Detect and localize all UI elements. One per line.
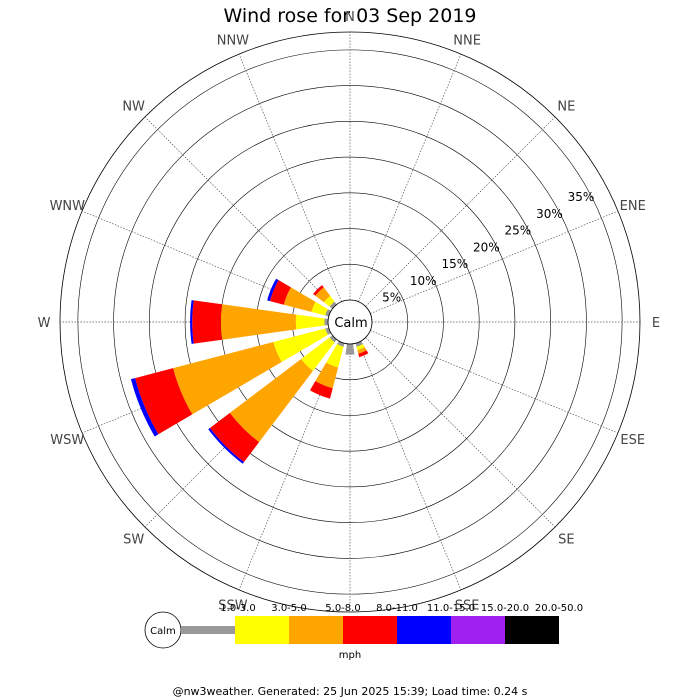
bar-sw-1.0-3.0 bbox=[329, 335, 337, 343]
legend-bin-label: 1.0-3.0 bbox=[220, 603, 255, 614]
bar-sse-3.0-5.0 bbox=[356, 344, 365, 351]
grid-circle bbox=[149, 121, 551, 523]
spoke-ne bbox=[365, 116, 556, 307]
tick-label: 10% bbox=[410, 274, 437, 288]
legend-bin-label: 11.0-15.0 bbox=[427, 603, 475, 614]
tick-label: 35% bbox=[568, 190, 595, 204]
direction-label-ne: NE bbox=[557, 100, 575, 115]
direction-label-wnw: WNW bbox=[50, 199, 86, 214]
legend-bin-5.0-8.0 bbox=[289, 616, 343, 644]
spoke-wnw bbox=[81, 210, 330, 314]
spoke-ene bbox=[370, 210, 619, 314]
bar-s-1.0-3.0 bbox=[345, 343, 355, 355]
direction-label-wsw: WSW bbox=[50, 433, 84, 448]
spoke-nnw bbox=[238, 53, 342, 302]
bar-wnw-5.0-8.0 bbox=[283, 287, 316, 312]
legend-calm-label: Calm bbox=[150, 626, 176, 637]
bar-ssw-1.0-3.0 bbox=[337, 340, 345, 347]
chart-title: Wind rose for 03 Sep 2019 bbox=[223, 5, 477, 27]
tick-label: 5% bbox=[382, 291, 401, 305]
bar-nw-3.0-5.0 bbox=[323, 295, 335, 307]
spoke-sse bbox=[358, 342, 462, 591]
direction-label-ssw: SSW bbox=[218, 599, 248, 614]
radial-tick-labels: 5% 10% 15% 20% 25% 30% 35% bbox=[382, 190, 594, 305]
legend-bin-11.0-15.0 bbox=[397, 616, 451, 644]
direction-label-nw: NW bbox=[122, 100, 145, 115]
speed-legend: Calm 1.0-3.0 3.0-5.0 5.0-8.0 8.0-11.0 11.0-15… bbox=[144, 603, 583, 661]
legend-bin-label: 5.0-8.0 bbox=[325, 603, 360, 614]
bar-wnw-3.0-5.0 bbox=[311, 301, 328, 316]
bar-wnw-11.0-15.0 bbox=[267, 278, 279, 302]
legend-bin-8.0-11.0 bbox=[343, 616, 397, 644]
bar-sw-8.0-11.0 bbox=[209, 412, 260, 463]
spoke-sw bbox=[144, 337, 335, 528]
bar-wsw-8.0-11.0 bbox=[135, 368, 193, 435]
legend-bin-20.0-50.0 bbox=[505, 616, 559, 644]
legend-unit: mph bbox=[339, 650, 361, 661]
bar-wnw-1.0-3.0 bbox=[325, 309, 332, 317]
bar-wsw-11.0-15.0 bbox=[130, 378, 159, 437]
bar-sw-5.0-8.0 bbox=[229, 359, 313, 443]
legend-bin-label: 8.0-11.0 bbox=[376, 603, 418, 614]
bar-sse-1.0-3.0 bbox=[355, 340, 363, 347]
calm-label: Calm bbox=[334, 316, 367, 331]
footer-credits: @nw3weather. Generated: 25 Jun 2025 15:3… bbox=[172, 685, 528, 698]
direction-label-se: SE bbox=[558, 532, 574, 547]
direction-label-ene: ENE bbox=[620, 199, 646, 214]
legend-bin-3.0-5.0 bbox=[235, 616, 289, 644]
legend-bin-label: 15.0-20.0 bbox=[481, 603, 529, 614]
tick-label: 30% bbox=[536, 207, 563, 221]
tick-label: 20% bbox=[473, 240, 500, 254]
grid-circle bbox=[184, 156, 516, 488]
bar-ssw-5.0-8.0 bbox=[315, 362, 339, 389]
legend-bin-label: 3.0-5.0 bbox=[271, 603, 306, 614]
bar-wsw-1.0-3.0 bbox=[325, 327, 332, 335]
spoke-nne bbox=[358, 53, 462, 302]
tick-label: 15% bbox=[441, 257, 468, 271]
bar-nw-8.0-11.0 bbox=[313, 285, 324, 296]
direction-label-w: W bbox=[38, 316, 51, 331]
bar-w-5.0-8.0 bbox=[220, 304, 297, 340]
spoke-wsw bbox=[81, 330, 330, 434]
direction-label-ese: ESE bbox=[620, 433, 645, 448]
spoke-nw bbox=[144, 116, 335, 307]
direction-label-sse: SSE bbox=[455, 599, 480, 614]
spoke-ssw bbox=[238, 342, 342, 591]
direction-label-n: N bbox=[345, 10, 355, 25]
bar-wsw-3.0-5.0 bbox=[273, 328, 328, 363]
spoke-ese bbox=[370, 330, 619, 434]
bar-nw-5.0-8.0 bbox=[315, 287, 331, 303]
direction-spokes bbox=[60, 32, 640, 612]
bar-wsw-5.0-8.0 bbox=[173, 341, 282, 415]
bar-sse-5.0-8.0 bbox=[357, 347, 367, 354]
bar-w-11.0-15.0 bbox=[190, 300, 194, 344]
wind-bars bbox=[130, 278, 369, 464]
tick-label: 25% bbox=[505, 224, 532, 238]
bar-ssw-3.0-5.0 bbox=[326, 344, 344, 368]
direction-label-nnw: NNW bbox=[217, 33, 249, 48]
direction-label-sw: SW bbox=[123, 532, 144, 547]
bar-ssw-8.0-11.0 bbox=[309, 381, 333, 399]
bar-sw-3.0-5.0 bbox=[301, 337, 335, 371]
legend-bin-label: 20.0-50.0 bbox=[535, 603, 583, 614]
bar-wnw-8.0-11.0 bbox=[269, 280, 291, 305]
spoke-se bbox=[365, 337, 556, 528]
bar-w-8.0-11.0 bbox=[192, 300, 223, 344]
bar-nw-1.0-3.0 bbox=[329, 301, 337, 309]
bar-w-3.0-5.0 bbox=[295, 314, 325, 330]
bar-sw-11.0-15.0 bbox=[208, 428, 244, 464]
bar-sse-8.0-11.0 bbox=[358, 350, 369, 358]
direction-label-e: E bbox=[652, 316, 660, 331]
bar-w-1.0-3.0 bbox=[324, 318, 329, 326]
calm-circle: Calm bbox=[327, 299, 373, 345]
legend-bin-1.0-3.0 bbox=[181, 626, 235, 634]
calm-ring bbox=[327, 299, 373, 345]
direction-label-nne: NNE bbox=[453, 33, 481, 48]
legend-bin-15.0-20.0 bbox=[451, 616, 505, 644]
